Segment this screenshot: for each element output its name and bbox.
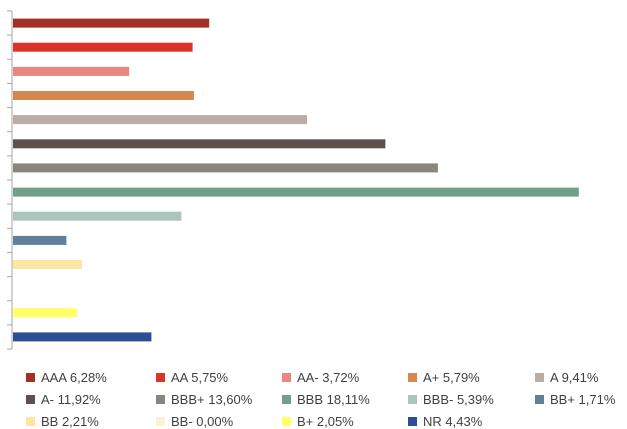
legend-swatch: [535, 373, 544, 382]
legend-item: A+ 5,79%: [408, 370, 480, 385]
legend-swatch: [26, 395, 35, 404]
bar-bbb-minus: [13, 211, 182, 221]
bar-aaa: [13, 18, 210, 28]
legend-item: BBB- 5,39%: [408, 392, 494, 407]
bar-bbb: [13, 187, 579, 197]
legend-label: BB+ 1,71%: [550, 392, 616, 407]
legend-swatch: [408, 417, 417, 426]
bar-chart-plot: [7, 10, 579, 350]
legend-item: BB+ 1,71%: [535, 392, 615, 407]
legend-swatch: [26, 417, 35, 426]
bar-a-plus: [13, 91, 194, 100]
legend-label: NR 4,43%: [423, 414, 483, 429]
legend-label: BBB+ 13,60%: [171, 392, 253, 407]
legend-label: AAA 6,28%: [41, 370, 107, 385]
bar-bb: [13, 260, 82, 269]
legend-item: NR 4,43%: [408, 414, 482, 429]
legend-swatch: [408, 395, 417, 404]
bar-b-plus: [13, 308, 77, 318]
legend-label: BB 2,21%: [41, 414, 99, 429]
legend-label: BBB- 5,39%: [423, 392, 494, 407]
bar-bb-plus: [13, 235, 67, 245]
legend-swatch: [535, 395, 544, 404]
legend-swatch: [26, 373, 35, 382]
legend-item: AAA 6,28%: [26, 370, 107, 385]
legend-item: BB- 0,00%: [156, 414, 233, 429]
legend-item: BB 2,21%: [26, 414, 99, 429]
legend-swatch: [282, 373, 291, 382]
legend-item: AA 5,75%: [156, 370, 228, 385]
legend-swatch: [156, 373, 165, 382]
legend-swatch: [282, 395, 291, 404]
legend-label: A 9,41%: [550, 370, 599, 385]
legend-label: AA- 3,72%: [297, 370, 360, 385]
legend-item: BBB 18,11%: [282, 392, 370, 407]
legend-swatch: [156, 417, 165, 426]
legend-label: A+ 5,79%: [423, 370, 480, 385]
bar-aa-minus: [13, 66, 130, 76]
legend-swatch: [408, 373, 417, 382]
legend-label: BBB 18,11%: [297, 392, 370, 407]
legend-item: BBB+ 13,60%: [156, 392, 252, 407]
legend-item: B+ 2,05%: [282, 414, 354, 429]
legend-swatch: [282, 417, 291, 426]
bar-a: [13, 115, 307, 125]
legend-label: B+ 2,05%: [297, 414, 354, 429]
legend-label: BB- 0,00%: [171, 414, 234, 429]
legend-item: A- 11,92%: [26, 392, 101, 407]
legend-item: AA- 3,72%: [282, 370, 359, 385]
legend-label: A- 11,92%: [41, 392, 101, 407]
bar-aa: [13, 42, 193, 52]
bar-a-minus: [13, 139, 386, 149]
legend-swatch: [156, 395, 165, 404]
bar-bbb-plus: [13, 163, 438, 173]
legend-label: AA 5,75%: [171, 370, 229, 385]
legend-item: A 9,41%: [535, 370, 598, 385]
bar-nr: [13, 332, 152, 342]
